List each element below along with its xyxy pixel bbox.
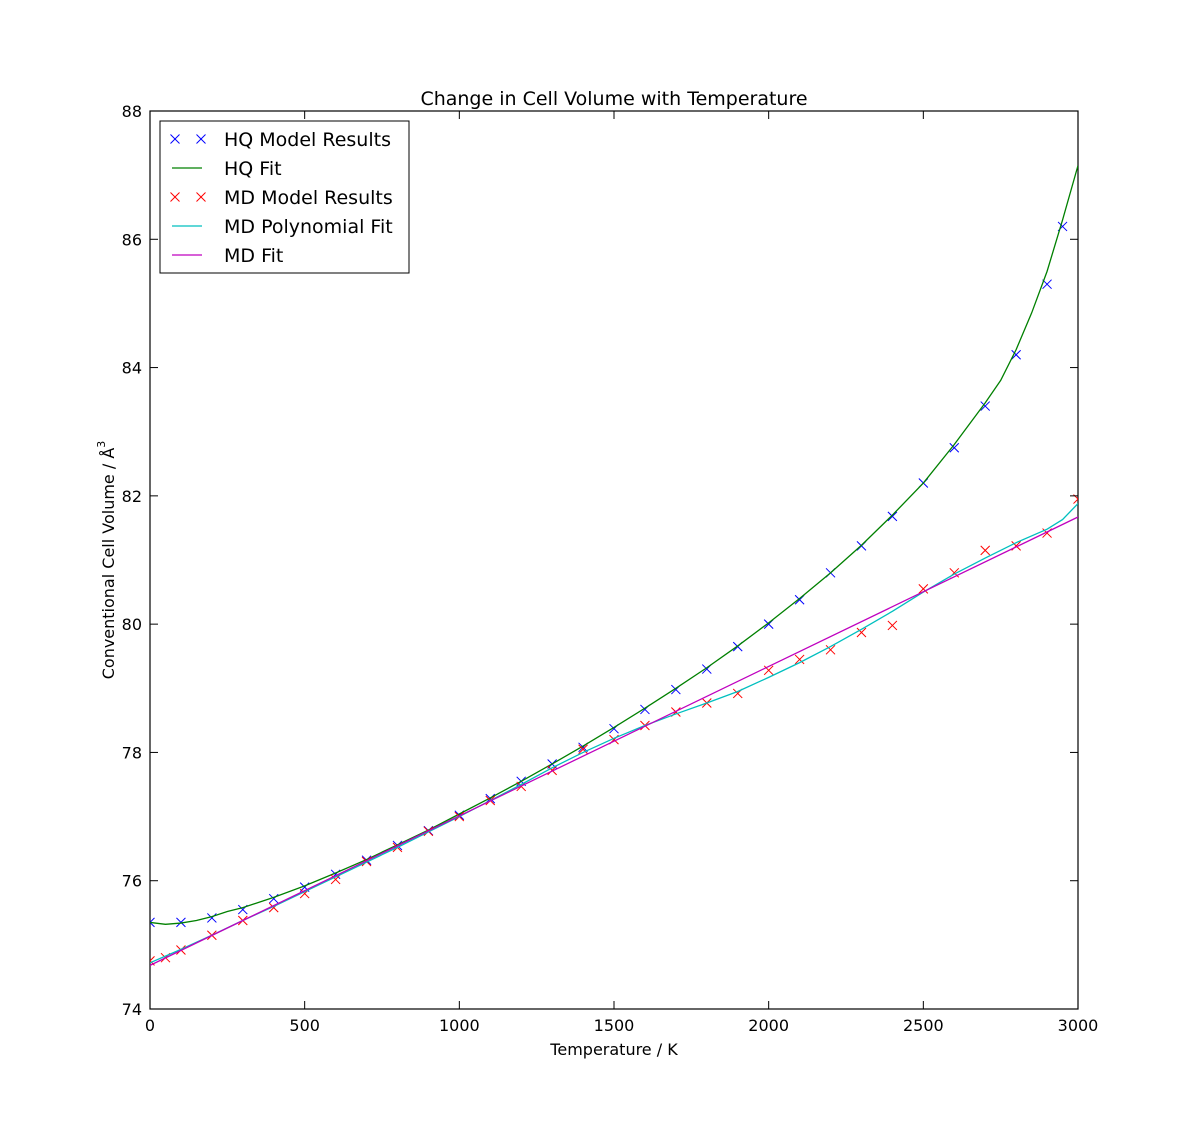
legend: HQ Model Results HQ Fit MD Model Results MD… xyxy=(159,120,410,274)
hq-model-results-point xyxy=(887,511,898,522)
legend-label: MD Polynomial Fit xyxy=(224,216,393,238)
legend-entry: MD Fit xyxy=(172,245,283,267)
hq-model-results-point xyxy=(150,917,155,928)
x-tick-label: 3000 xyxy=(1058,1016,1099,1035)
y-tick-label: 88 xyxy=(122,102,142,121)
md-model-results-point xyxy=(794,654,805,665)
series-layer xyxy=(150,165,1078,966)
legend-marker-swatch xyxy=(196,134,206,144)
hq-model-results-point-stroke-b xyxy=(980,401,991,411)
y-tick-label: 78 xyxy=(122,743,142,762)
y-axis-label-group: Conventional Cell Volume / Å3 xyxy=(95,441,118,680)
x-tick-label: 2000 xyxy=(748,1016,789,1035)
md-model-results-point-stroke-b xyxy=(980,545,991,556)
legend-marker-swatch xyxy=(170,134,180,144)
hq-model-results-point xyxy=(1011,349,1021,360)
series-hq-fit xyxy=(150,165,1078,925)
y-axis-label: Conventional Cell Volume / Å3 xyxy=(95,441,118,680)
md-model-results-point-stroke-b xyxy=(887,620,898,631)
legend-entry: HQ Fit xyxy=(172,158,282,180)
legend-label: MD Fit xyxy=(224,245,283,267)
hq-model-results-point-stroke-b xyxy=(207,913,217,923)
legend-marker-swatch-stroke-b xyxy=(170,134,180,144)
legend-marker-swatch xyxy=(196,192,206,202)
y-tick-label: 74 xyxy=(122,1000,142,1019)
legend-entry: MD Polynomial Fit xyxy=(172,216,393,238)
legend-label: HQ Fit xyxy=(224,158,282,180)
legend-entry: HQ Model Results xyxy=(170,129,391,151)
x-tick-label: 0 xyxy=(145,1016,155,1035)
md-model-results-point-stroke-b xyxy=(825,644,836,655)
y-tick-label: 82 xyxy=(122,487,142,506)
hq-model-results-point-stroke-a xyxy=(150,921,155,928)
hq-model-results-point xyxy=(949,442,960,453)
x-axis-label: Temperature / K xyxy=(549,1040,678,1059)
y-axis-label-superscript: 3 xyxy=(95,441,108,448)
x-tick-label: 1500 xyxy=(594,1016,635,1035)
hq-model-results-point xyxy=(980,401,991,411)
hq-model-results-point-stroke-b xyxy=(1042,279,1052,290)
md-model-results-point xyxy=(856,627,867,638)
hq-model-results-point-stroke-b xyxy=(150,917,155,924)
series-md-fit xyxy=(150,516,1078,966)
md-model-results-point xyxy=(578,744,588,755)
legend-marker-swatch-stroke-b xyxy=(170,192,180,202)
md-model-results-point-stroke-b xyxy=(763,665,774,676)
hq-model-results-point-stroke-b xyxy=(887,511,898,522)
y-axis-label-text: Conventional Cell Volume / Å xyxy=(99,448,118,680)
legend-marker-swatch-stroke-b xyxy=(196,192,206,202)
legend-entry: MD Model Results xyxy=(170,187,393,209)
legend-label: MD Model Results xyxy=(224,187,393,209)
y-tick-label: 84 xyxy=(122,359,142,378)
md-model-results-point-stroke-b xyxy=(578,744,588,755)
legend-label: HQ Model Results xyxy=(224,129,391,151)
x-tick-label: 500 xyxy=(289,1016,320,1035)
series-md-polynomial-fit xyxy=(150,503,1078,964)
legend-marker-swatch xyxy=(170,192,180,202)
md-polynomial-fit-line xyxy=(150,503,1078,964)
legend-marker-swatch-stroke-b xyxy=(196,134,206,144)
hq-model-results-point-stroke-b xyxy=(1011,349,1021,360)
y-tick-label: 86 xyxy=(122,230,142,249)
md-model-results-point xyxy=(918,584,929,594)
md-model-results-point-stroke-b xyxy=(918,584,929,594)
y-tick-label: 80 xyxy=(122,615,142,634)
md-model-results-point-stroke-b xyxy=(794,654,805,665)
hq-model-results-point xyxy=(207,913,217,923)
md-model-results-point xyxy=(330,874,341,885)
md-model-results-point-stroke-b xyxy=(1073,498,1078,504)
md-model-results-point xyxy=(825,644,836,655)
md-fit-line xyxy=(150,516,1078,966)
md-model-results-point-stroke-b xyxy=(150,956,155,962)
hq-fit-line xyxy=(150,165,1078,925)
md-model-results-point xyxy=(887,620,898,631)
md-model-results-point-stroke-b xyxy=(330,874,341,885)
md-model-results-point-stroke-b xyxy=(856,627,867,638)
y-tick-label: 76 xyxy=(122,872,142,891)
chart-title: Change in Cell Volume with Temperature xyxy=(420,88,807,110)
md-model-results-point xyxy=(980,545,991,556)
x-tick-label: 1000 xyxy=(439,1016,480,1035)
x-tick-label: 2500 xyxy=(903,1016,944,1035)
hq-model-results-point-stroke-b xyxy=(949,442,960,453)
ticks-layer: 0 500 1000 1500 2000 2500 3000 74 76 78 80 82 84 86 88 xyxy=(122,102,1099,1035)
